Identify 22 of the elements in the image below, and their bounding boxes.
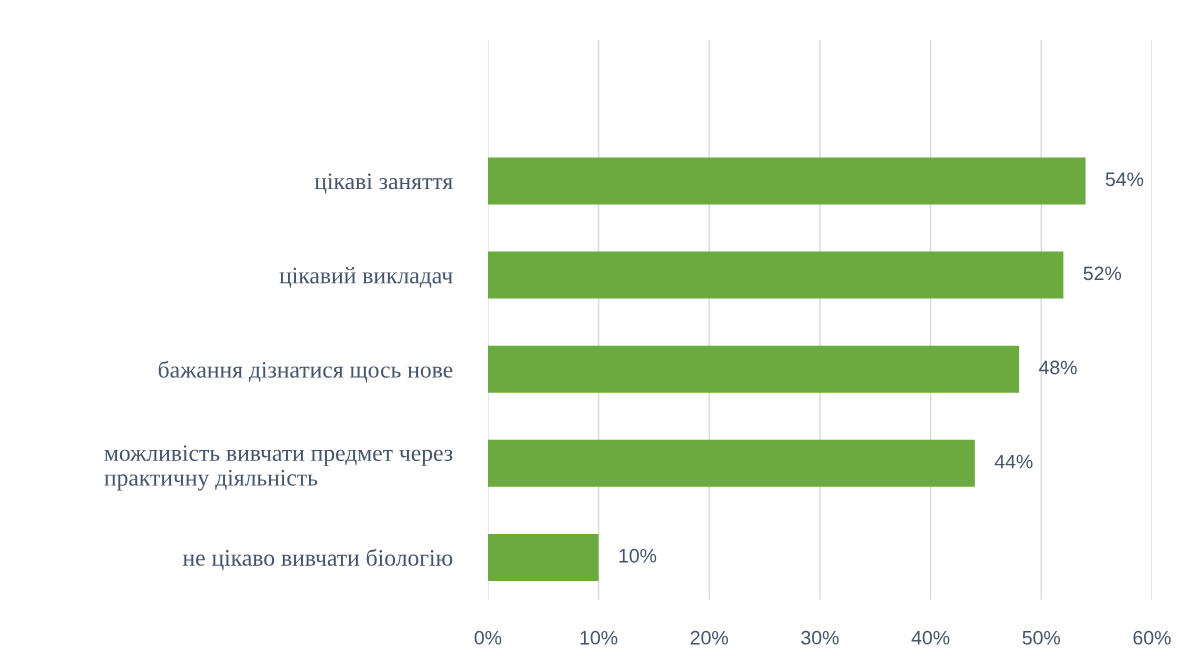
x-tick-label: 0% bbox=[474, 630, 502, 645]
bar bbox=[487, 533, 599, 581]
bar bbox=[487, 345, 1020, 393]
data-label: 52% bbox=[1083, 266, 1122, 281]
data-label: 44% bbox=[994, 454, 1033, 469]
data-label: 54% bbox=[1105, 172, 1144, 187]
bar bbox=[487, 251, 1064, 299]
x-tick-label: 40% bbox=[911, 630, 950, 645]
y-tick-label: не цікаво вивчати біологію bbox=[182, 548, 453, 571]
x-tick-label: 30% bbox=[801, 630, 839, 645]
x-tick-label: 60% bbox=[1133, 630, 1171, 645]
bar bbox=[487, 157, 1086, 205]
data-label: 48% bbox=[1039, 360, 1077, 375]
y-tick-label: бажання дізнатися щось нове bbox=[158, 360, 453, 383]
y-tick-label: цікаві заняття bbox=[314, 173, 453, 194]
y-tick-label: можливість вивчати предмет через практичну діяльність bbox=[104, 445, 453, 491]
x-tick-label: 10% bbox=[580, 630, 618, 645]
bar bbox=[487, 439, 975, 487]
x-tick-label: 20% bbox=[690, 630, 729, 645]
x-tick-label: 50% bbox=[1022, 630, 1061, 645]
y-tick-label: цікавий викладач bbox=[279, 267, 453, 288]
data-label: 10% bbox=[619, 548, 657, 563]
